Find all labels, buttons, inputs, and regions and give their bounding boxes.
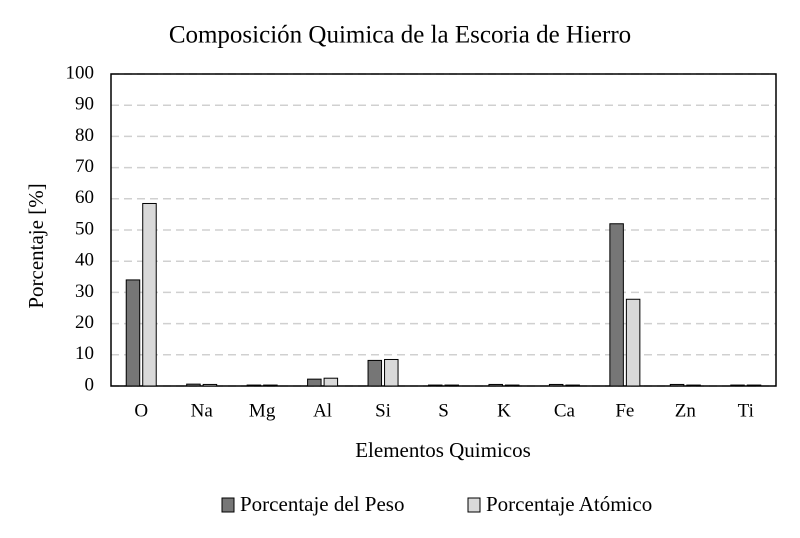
bar bbox=[367, 359, 383, 387]
x-tick-label: Zn bbox=[675, 400, 697, 421]
x-tick-label: Na bbox=[191, 400, 214, 421]
y-tick-label: 20 bbox=[75, 312, 94, 333]
bar bbox=[488, 383, 503, 387]
bar bbox=[504, 384, 520, 387]
bar bbox=[669, 383, 685, 387]
plot-frame bbox=[110, 73, 777, 387]
bar bbox=[565, 384, 580, 387]
bar bbox=[246, 384, 262, 387]
y-tick-label: 70 bbox=[75, 156, 94, 177]
y-tick-label: 100 bbox=[66, 62, 95, 83]
y-tick-label: 10 bbox=[75, 343, 94, 364]
x-tick-label: Mg bbox=[249, 400, 276, 421]
chart-title: Composición Quimica de la Escoria de Hie… bbox=[169, 22, 631, 49]
y-tick-label: 40 bbox=[75, 250, 94, 271]
bar bbox=[142, 202, 157, 387]
bar bbox=[428, 384, 443, 387]
bar bbox=[730, 384, 745, 387]
bar bbox=[384, 358, 399, 387]
x-tick-label: O bbox=[134, 400, 148, 421]
x-tick-label: Al bbox=[313, 400, 332, 421]
legend-swatch bbox=[221, 497, 235, 513]
bar bbox=[125, 279, 141, 387]
y-tick-label: 60 bbox=[75, 187, 94, 208]
legend-label: Porcentaje del Peso bbox=[240, 492, 404, 516]
x-tick-label: S bbox=[438, 400, 449, 421]
bar bbox=[307, 378, 322, 387]
bar bbox=[625, 298, 641, 387]
bar bbox=[202, 383, 218, 387]
x-axis-label: Elementos Quimicos bbox=[355, 438, 531, 462]
y-tick-label: 90 bbox=[75, 94, 94, 115]
x-tick-label: Ti bbox=[738, 400, 754, 421]
y-tick-label: 0 bbox=[85, 374, 95, 395]
legend-swatch bbox=[467, 497, 481, 513]
bar bbox=[444, 384, 459, 387]
x-tick-label: Fe bbox=[615, 400, 634, 421]
bar bbox=[548, 383, 564, 387]
bar bbox=[186, 383, 201, 387]
x-tick-label: Ca bbox=[554, 400, 576, 421]
y-tick-label: 80 bbox=[75, 125, 94, 146]
bar bbox=[609, 223, 624, 387]
y-axis-label: Porcentaje [%] bbox=[24, 183, 48, 308]
y-tick-label: 50 bbox=[75, 218, 94, 239]
y-tick-label: 30 bbox=[75, 281, 94, 302]
x-tick-label: K bbox=[497, 400, 511, 421]
bar bbox=[263, 384, 278, 387]
bar bbox=[323, 377, 339, 387]
bar bbox=[686, 384, 701, 387]
legend-label: Porcentaje Atómico bbox=[486, 492, 652, 516]
bar bbox=[746, 384, 762, 387]
x-tick-label: Si bbox=[375, 400, 391, 421]
